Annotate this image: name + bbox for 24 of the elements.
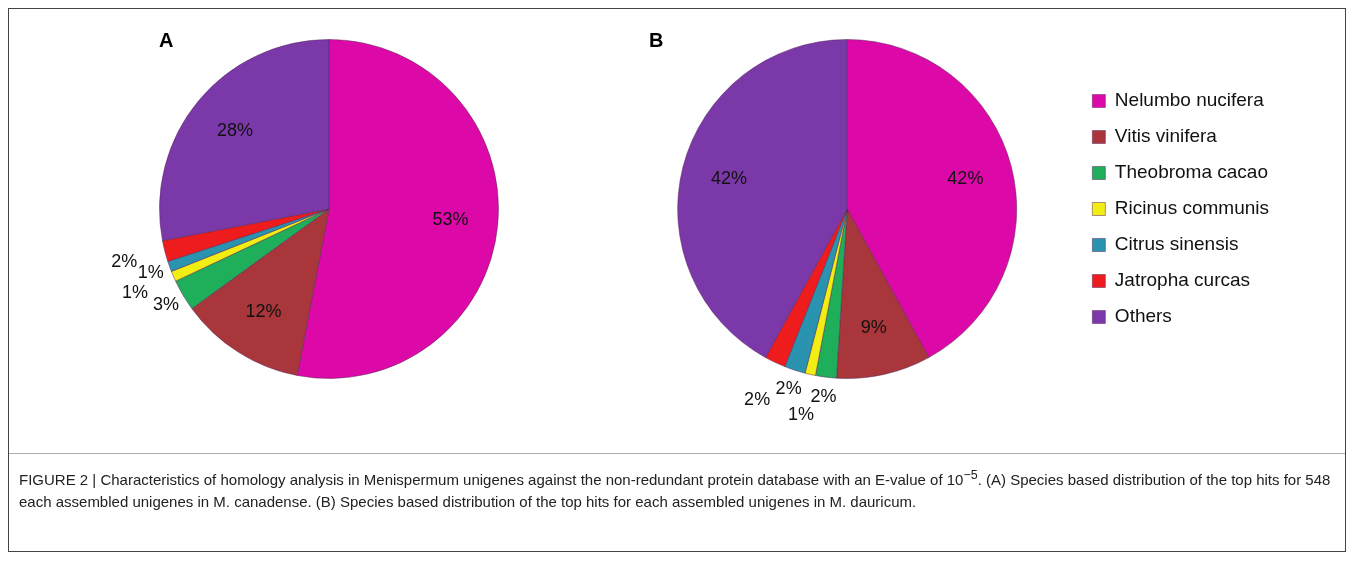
data-label: 2% [744, 389, 771, 410]
data-label: 12% [245, 301, 282, 322]
legend-label: Vitis vinifera [1114, 125, 1218, 147]
chart-title: B [649, 29, 664, 52]
data-label: 1% [121, 281, 148, 302]
data-label: 1% [137, 262, 164, 283]
data-label: 1% [788, 404, 815, 425]
legend-label: Nelumbo nucifera [1114, 89, 1265, 111]
legend-label: Theobroma cacao [1114, 161, 1268, 183]
data-label: 2% [810, 385, 837, 406]
legend-label: Jatropha curcas [1114, 269, 1251, 291]
data-label: 2% [775, 378, 802, 399]
data-label: 2% [111, 250, 138, 271]
data-label: 42% [947, 167, 984, 188]
legend-label: Citrus sinensis [1114, 233, 1239, 255]
data-label: 28% [216, 120, 253, 141]
text: FIGURE 2 | Characteristics of homology analysis in Menispermum unigenes against the non-redundant protein database with an E-value of 10$^{−5}$. (A) Species based distribution of the top hits for 548 each assembled unigenes in M. canadense. (B) Species based distribution of the top hits for each assembled unigenes in M. dauricum. [19, 468, 1331, 510]
data-label: 3% [152, 294, 179, 315]
data-label: 9% [860, 317, 887, 338]
legend-label: Others [1114, 305, 1172, 327]
legend-label: Ricinus communis [1114, 197, 1269, 219]
chart-title: A [159, 29, 174, 52]
data-label: 42% [710, 167, 747, 188]
data-label: 53% [432, 209, 469, 230]
